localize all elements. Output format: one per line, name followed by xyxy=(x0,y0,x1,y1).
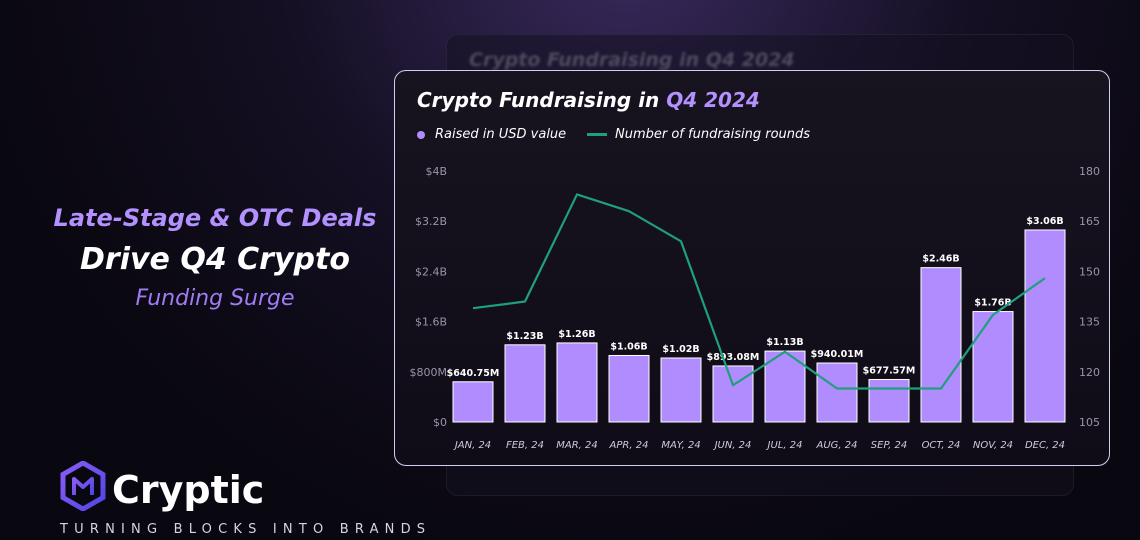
bar-data-label: $1.02B xyxy=(662,344,699,355)
x-axis-tick-label: SEP, 24 xyxy=(871,440,907,451)
legend-line-icon xyxy=(587,133,607,136)
bar xyxy=(920,267,962,423)
bar-data-label: $940.01M xyxy=(811,349,864,360)
legend-item-line: Number of fundraising rounds xyxy=(587,127,810,142)
headline-line-3: Funding Surge xyxy=(135,286,295,311)
x-axis-tick-label: APR, 24 xyxy=(609,440,649,451)
bar xyxy=(868,378,910,423)
x-axis-tick-label: AUG, 24 xyxy=(816,440,858,451)
rounds-series-line xyxy=(472,193,1046,390)
x-axis-tick-label: DEC, 24 xyxy=(1025,440,1065,451)
brand-name: Cryptic xyxy=(112,468,265,512)
brand-tagline: TURNING BLOCKS INTO BRANDS xyxy=(60,522,432,537)
bar xyxy=(452,381,494,423)
x-axis-tick-label: NOV, 24 xyxy=(973,440,1013,451)
bar xyxy=(1024,229,1066,423)
left-axis-tick-label: $800M xyxy=(410,366,448,379)
left-axis-tick-label: $0 xyxy=(433,416,447,429)
legend-dot-icon xyxy=(417,130,425,139)
hexagon-cn-logo-icon xyxy=(60,461,106,511)
ghost-card-title: Crypto Fundraising in Q4 2024 xyxy=(469,49,795,71)
bar xyxy=(972,311,1014,423)
bar xyxy=(504,344,546,423)
bar-data-label: $677.57M xyxy=(863,365,916,376)
legend-label-line: Number of fundraising rounds xyxy=(615,127,811,142)
legend-item-bars: Raised in USD value xyxy=(417,127,566,142)
bar-data-label: $1.26B xyxy=(558,329,595,340)
x-axis-tick-label: JAN, 24 xyxy=(453,440,491,451)
headline-line-1: Late-Stage & OTC Deals xyxy=(53,204,377,232)
bar-data-label: $2.46B xyxy=(922,254,959,265)
x-axis-tick-label: FEB, 24 xyxy=(506,440,544,451)
bar-data-label: $893.08M xyxy=(707,352,760,363)
right-axis-tick-label: 150 xyxy=(1079,265,1100,278)
bar xyxy=(556,342,598,423)
bar-data-label: $1.13B xyxy=(766,337,803,348)
chart-plot: $0 $800M $1.6B $2.4B $3.2B $4B 105 120 135 150 165… xyxy=(410,165,1101,451)
bar-data-label: $1.06B xyxy=(610,341,647,352)
bar-data-label: $1.23B xyxy=(506,331,543,342)
bar-data-label: $3.06B xyxy=(1026,216,1063,227)
legend-label-bars: Raised in USD value xyxy=(435,127,567,142)
bar xyxy=(608,354,650,423)
left-axis-tick-label: $2.4B xyxy=(415,265,447,278)
left-axis-tick-label: $4B xyxy=(425,165,447,178)
bar-data-label: $640.75M xyxy=(447,368,500,379)
right-axis-tick-label: 105 xyxy=(1079,416,1100,429)
chart-title-highlight: Q4 2024 xyxy=(666,88,760,112)
left-axis-tick-label: $3.2B xyxy=(415,215,447,228)
x-axis-tick-label: JUN, 24 xyxy=(713,440,752,451)
headline-line-2: Drive Q4 Crypto xyxy=(80,242,350,277)
right-axis-tick-label: 120 xyxy=(1079,366,1100,379)
bar xyxy=(764,350,806,423)
chart-title-prefix: Crypto Fundraising in xyxy=(417,88,667,112)
chart-card: Crypto Fundraising in Q4 2024 Raised in … xyxy=(394,70,1110,466)
right-axis-tick-label: 165 xyxy=(1079,215,1100,228)
left-axis-tick-label: $1.6B xyxy=(415,316,447,329)
x-axis-tick-label: MAR, 24 xyxy=(556,440,598,451)
x-axis-tick-label: OCT, 24 xyxy=(922,440,961,451)
bar xyxy=(712,365,754,423)
right-axis-tick-label: 135 xyxy=(1079,316,1100,329)
bar xyxy=(816,362,858,423)
x-axis-tick-label: JUL, 24 xyxy=(766,440,803,451)
x-axis-tick-label: MAY, 24 xyxy=(661,440,700,451)
bar-data-label: $1.76B xyxy=(974,298,1011,309)
chart-title: Crypto Fundraising in Q4 2024 xyxy=(417,88,760,112)
bar xyxy=(660,357,702,423)
right-axis-tick-label: 180 xyxy=(1079,165,1100,178)
